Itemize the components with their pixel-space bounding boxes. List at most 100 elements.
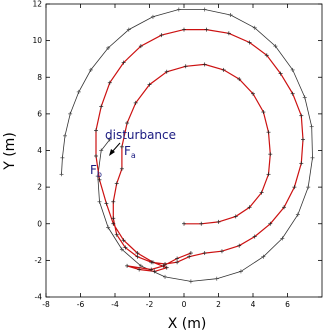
y-tick-label: 2 (37, 183, 42, 192)
reference-path-point (310, 155, 315, 160)
robot-trajectory-point (251, 91, 255, 96)
annotation-fb-main: F (90, 163, 97, 177)
reference-path-point (188, 279, 193, 284)
reference-path-point (106, 45, 111, 50)
robot-trajectory-point (182, 221, 186, 226)
robot-trajectory-point (133, 100, 138, 105)
y-tick-label: -4 (35, 293, 43, 302)
robot-trajectory-point (119, 144, 124, 149)
robot-trajectory-point (161, 263, 166, 268)
robot-trajectory-point (149, 267, 154, 272)
y-tick-label: 0 (37, 219, 42, 228)
y-tick-label: 12 (32, 0, 42, 9)
robot-trajectory-point (237, 243, 242, 248)
reference-path-point (290, 67, 295, 72)
reference-path-point (68, 111, 73, 116)
x-tick-label: -8 (42, 300, 50, 309)
robot-trajectory-point (266, 130, 271, 135)
x-axis-label: X (m) (168, 316, 207, 332)
x-tick-label: -4 (111, 300, 119, 309)
annotation-fb-sub: b (97, 170, 102, 179)
robot-trajectory-point (199, 221, 204, 226)
robot-trajectory-point (94, 153, 99, 158)
robot-trajectory-point (290, 91, 295, 96)
robot-trajectory-point (159, 33, 164, 38)
x-tick-label: -6 (77, 300, 85, 309)
robot-trajectory-point (111, 216, 116, 221)
robot-trajectory-point (183, 64, 188, 69)
robot-trajectory-point (301, 137, 306, 142)
robot-trajectory-point (221, 67, 226, 72)
x-tick-label: 2 (216, 300, 221, 309)
robot-trajectory-point (259, 190, 264, 195)
robot-trajectory-point (135, 251, 140, 256)
robot-trajectory-point (268, 152, 273, 157)
reference-path-point (60, 155, 65, 160)
y-tick-label: 4 (37, 146, 42, 155)
reference-path-point (119, 247, 124, 252)
robot-trajectory-point (94, 128, 99, 133)
robot-trajectory-point (99, 104, 104, 109)
robot-trajectory-point (121, 60, 126, 65)
plot-frame (45, 3, 323, 298)
reference-path-point (88, 67, 93, 72)
reference-path-point (150, 14, 155, 19)
annotation-fa-main: F (124, 144, 131, 158)
robot-trajectory-point (147, 82, 152, 87)
robot-trajectory-point (233, 214, 238, 219)
robot-trajectory-point (187, 254, 192, 259)
reference-path-point (138, 263, 143, 268)
series-layer (59, 7, 315, 284)
robot-trajectory-point (150, 260, 155, 265)
robot-trajectory-point (247, 205, 252, 210)
reference-path-point (176, 7, 181, 12)
robot-trajectory-point (125, 263, 130, 268)
robot-trajectory-point (247, 40, 252, 45)
x-tick-label: 0 (182, 300, 187, 309)
y-axis-label: Y (m) (2, 132, 18, 171)
annotation-arrowhead (109, 149, 115, 156)
reference-path-point (280, 236, 285, 241)
annotation-fa: Fa (124, 144, 136, 160)
robot-trajectory-point (114, 232, 119, 237)
annotation-arrow (111, 142, 121, 153)
annotation-fa-sub: a (131, 151, 136, 160)
robot-trajectory-point (266, 172, 271, 177)
robot-trajectory-point (135, 254, 140, 259)
robot-trajectory-point (282, 205, 287, 210)
y-tick-label: -2 (35, 256, 43, 265)
x-tick-label: 6 (285, 300, 290, 309)
robot-trajectory-point (111, 199, 116, 204)
robot-trajectory-point (152, 269, 157, 274)
robot-trajectory-point (226, 31, 231, 36)
robot-trajectory-point (175, 256, 180, 261)
annotation-fb: Fb (90, 163, 102, 179)
reference-path-point (163, 274, 168, 279)
reference-path-point (76, 89, 81, 94)
robot-trajectory-point (121, 238, 126, 243)
robot-trajectory-point (182, 27, 186, 32)
robot-trajectory-point (125, 121, 130, 126)
reference-path-point (295, 212, 300, 217)
robot-trajectory-point (299, 161, 304, 166)
robot-trajectory-point (107, 80, 112, 85)
tick-layer: -8 -6 -4 -2 0 2 4 6 -4 -2 0 2 4 6 8 10 12 (32, 0, 322, 309)
robot-trajectory-point (278, 71, 283, 76)
robot-trajectory-point (111, 221, 116, 226)
robot-trajectory-point (104, 201, 109, 206)
robot-trajectory-point (163, 262, 168, 267)
reference-path-point (97, 199, 102, 204)
reference-path-point (202, 7, 207, 12)
robot-trajectory-point (216, 219, 221, 224)
reference-path-point (302, 95, 307, 100)
x-tick-label: -2 (146, 300, 154, 309)
reference-path-line (61, 9, 313, 282)
reference-path-point (238, 269, 243, 274)
robot-trajectory-point (175, 260, 180, 265)
robot-trajectory-point (264, 53, 269, 58)
reference-path-point (106, 225, 111, 230)
reference-path-point (214, 276, 219, 281)
robot-trajectory-point (97, 177, 102, 182)
reference-path-point (252, 25, 257, 30)
